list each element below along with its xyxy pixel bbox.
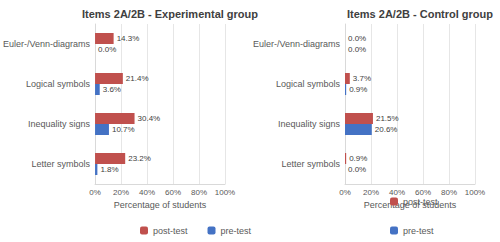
svg-text:Inequality signs: Inequality signs xyxy=(28,119,91,129)
svg-text:21.4%: 21.4% xyxy=(126,74,149,83)
svg-text:14.3%: 14.3% xyxy=(117,34,140,43)
svg-text:0.0%: 0.0% xyxy=(98,45,116,54)
svg-text:Logical symbols: Logical symbols xyxy=(276,79,341,89)
svg-text:1.8%: 1.8% xyxy=(100,165,118,174)
svg-text:Letter symbols: Letter symbols xyxy=(281,159,340,169)
svg-text:0.9%: 0.9% xyxy=(349,154,367,163)
svg-text:0%: 0% xyxy=(339,188,351,197)
svg-text:100%: 100% xyxy=(215,188,235,197)
svg-text:pre-test: pre-test xyxy=(403,226,434,236)
svg-text:pre-test: pre-test xyxy=(221,226,252,236)
svg-text:Percentage of students: Percentage of students xyxy=(363,200,457,211)
svg-text:0.0%: 0.0% xyxy=(348,165,366,174)
svg-text:40%: 40% xyxy=(139,188,155,197)
svg-text:20%: 20% xyxy=(363,188,379,197)
svg-text:60%: 60% xyxy=(415,188,431,197)
svg-text:Items 2A/2B - Control group: Items 2A/2B - Control group xyxy=(347,8,493,20)
svg-text:23.2%: 23.2% xyxy=(128,154,151,163)
svg-text:Letter symbols: Letter symbols xyxy=(32,159,91,169)
svg-text:40%: 40% xyxy=(389,188,405,197)
svg-text:Euler-/Venn-diagrams: Euler-/Venn-diagrams xyxy=(3,39,91,49)
svg-text:0.0%: 0.0% xyxy=(348,34,366,43)
svg-text:3.6%: 3.6% xyxy=(103,85,121,94)
svg-text:3.7%: 3.7% xyxy=(353,74,371,83)
svg-text:80%: 80% xyxy=(191,188,207,197)
svg-text:80%: 80% xyxy=(441,188,457,197)
svg-text:30.4%: 30.4% xyxy=(138,114,161,123)
svg-text:100%: 100% xyxy=(465,188,485,197)
svg-text:Logical symbols: Logical symbols xyxy=(26,79,91,89)
svg-text:20.6%: 20.6% xyxy=(375,125,398,134)
svg-text:Items 2A/2B - Experimental gro: Items 2A/2B - Experimental group xyxy=(82,8,258,20)
svg-text:Inequality signs: Inequality signs xyxy=(278,119,341,129)
svg-text:0.9%: 0.9% xyxy=(349,85,367,94)
svg-text:60%: 60% xyxy=(165,188,181,197)
svg-text:0%: 0% xyxy=(89,188,101,197)
svg-text:21.5%: 21.5% xyxy=(376,114,399,123)
svg-text:Euler-/Venn-diagrams: Euler-/Venn-diagrams xyxy=(253,39,341,49)
svg-text:post-test: post-test xyxy=(153,226,188,236)
svg-text:post-test: post-test xyxy=(403,197,438,207)
svg-text:20%: 20% xyxy=(113,188,129,197)
svg-text:0.0%: 0.0% xyxy=(348,45,366,54)
svg-text:Percentage of students: Percentage of students xyxy=(114,200,207,210)
svg-text:10.7%: 10.7% xyxy=(112,125,135,134)
